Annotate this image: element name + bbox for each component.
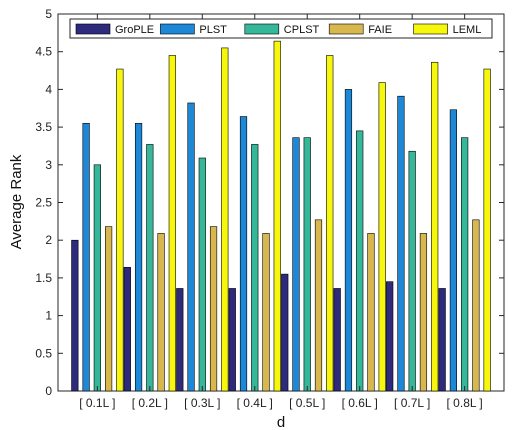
- bar-cplst-6: [356, 130, 364, 392]
- bar-faie-8: [472, 219, 480, 392]
- legend-label-cplst: CPLST: [284, 24, 320, 36]
- legend-label-grople: GroPLE: [115, 24, 154, 36]
- bar-plst-4: [239, 116, 248, 392]
- bar-faie-7: [419, 233, 428, 392]
- bar-faie-5: [314, 219, 323, 392]
- bar-cplst-8: [461, 137, 469, 392]
- legend: GroPLE PLST CPLST FAIE LEML: [69, 18, 493, 39]
- bar-grople-7: [386, 281, 394, 392]
- bar-cplst-4: [251, 144, 259, 392]
- x-tick-label: [ 0.5L ]: [289, 396, 325, 410]
- y-tick-label: 0: [45, 384, 52, 398]
- y-axis-label: Average Rank: [8, 154, 25, 249]
- y-tick-label: 1: [45, 309, 52, 323]
- y-tick-label: 1.5: [35, 271, 52, 285]
- bar-leml-4: [273, 40, 281, 392]
- y-axis: 0 0.5 1 1.5 2 2.5 3 3.5 4 4.5 5: [35, 7, 504, 398]
- y-tick-label: 2: [45, 233, 52, 247]
- legend-swatch-plst: [160, 23, 195, 35]
- legend-label-leml: LEML: [453, 24, 482, 36]
- y-tick-label: 2.5: [35, 196, 52, 210]
- bar-grople-2: [123, 267, 131, 392]
- legend-swatch-grople: [75, 23, 111, 35]
- bar-faie-2: [157, 233, 165, 392]
- bar-grople-3: [176, 288, 184, 392]
- bar-grople-8: [438, 288, 446, 392]
- x-tick-label: [ 0.1L ]: [79, 396, 115, 410]
- bar-leml-5: [326, 55, 334, 392]
- bar-plst-1: [82, 123, 90, 392]
- bar-leml-6: [378, 82, 386, 392]
- x-tick-label: [ 0.7L ]: [394, 396, 430, 410]
- legend-label-plst: PLST: [199, 24, 227, 36]
- legend-swatch-faie: [328, 23, 364, 35]
- bar-plst-6: [344, 89, 353, 392]
- y-tick-label: 5: [45, 7, 52, 21]
- bar-leml-2: [168, 55, 176, 392]
- bar-grople-4: [228, 288, 236, 392]
- bar-cplst-2: [146, 144, 154, 392]
- bar-faie-4: [262, 233, 270, 392]
- bar-plst-5: [292, 137, 300, 392]
- bar-cplst-7: [408, 150, 416, 392]
- bar-grople-1: [71, 239, 79, 392]
- y-tick-label: 3: [45, 158, 52, 172]
- bar-leml-3: [221, 47, 229, 392]
- x-tick-label: [ 0.4L ]: [237, 396, 273, 410]
- x-axis: [ 0.1L ] [ 0.2L ] [ 0.3L ] [ 0.4L ] [ 0.5L ]…: [79, 14, 483, 410]
- bar-faie-1: [105, 226, 113, 392]
- x-tick-label: [ 0.6L ]: [342, 396, 378, 410]
- bar-cplst-1: [93, 164, 101, 392]
- bar-leml-1: [116, 68, 124, 392]
- bar-cplst-3: [198, 157, 206, 392]
- x-tick-label: [ 0.3L ]: [184, 396, 220, 410]
- x-axis-label: d: [277, 414, 285, 430]
- bar-faie-6: [367, 233, 375, 392]
- bar-faie-3: [209, 226, 218, 392]
- bar-grople-5: [281, 273, 289, 392]
- legend-label-faie: FAIE: [368, 24, 392, 36]
- legend-swatch-leml: [413, 23, 448, 35]
- bar-plst-3: [187, 102, 195, 392]
- bar-plst-2: [134, 123, 143, 392]
- bar-grople-6: [333, 288, 341, 392]
- y-tick-label: 3.5: [35, 120, 52, 134]
- bar-plst-8: [449, 109, 458, 392]
- bar-leml-8: [483, 68, 491, 392]
- bar-cplst-5: [303, 137, 311, 392]
- plot-area: [57, 13, 505, 392]
- bar-plst-7: [397, 95, 405, 392]
- bar-leml-7: [431, 61, 439, 392]
- bars-group: [71, 40, 491, 392]
- y-tick-label: 4: [45, 82, 52, 96]
- y-tick-label: 0.5: [35, 346, 52, 360]
- legend-swatch-cplst: [244, 23, 280, 35]
- y-tick-label: 4.5: [35, 45, 52, 59]
- x-tick-label: [ 0.8L ]: [447, 396, 483, 410]
- x-tick-label: [ 0.2L ]: [132, 396, 168, 410]
